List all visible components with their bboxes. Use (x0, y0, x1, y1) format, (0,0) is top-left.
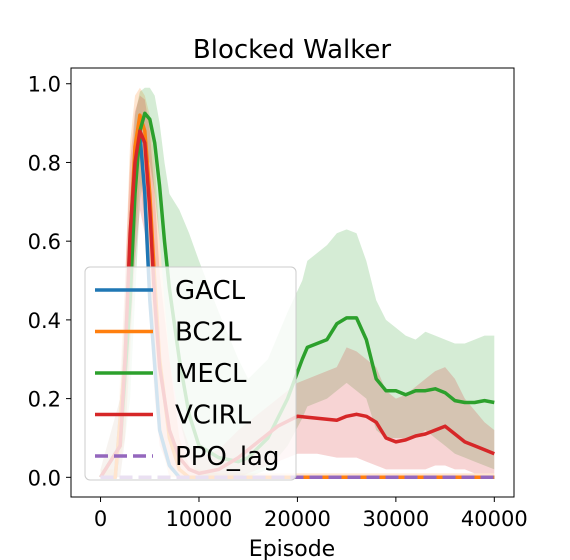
x-axis-label: Episode (249, 537, 335, 560)
chart-title: Blocked Walker (193, 35, 391, 65)
legend-box (84, 266, 297, 481)
y-tick-label: 0.0 (28, 466, 61, 490)
x-tick-label: 20000 (264, 507, 331, 531)
plot-frame (70, 67, 515, 498)
y-tick-label: 0.6 (28, 230, 61, 254)
y-tick-label: 0.8 (28, 151, 61, 175)
y-axis-ticks: 0.0 0.2 0.4 0.6 0.8 1.0 (28, 73, 71, 490)
legend: GACL BC2L MECL VCIRL PPO_lag (84, 266, 297, 481)
legend-label-gacl: GACL (175, 276, 246, 306)
y-tick-label: 1.0 (28, 73, 61, 97)
legend-label-ppo-lag: PPO_lag (175, 442, 279, 472)
series-line-mecl (99, 111, 495, 479)
legend-label-mecl: MECL (175, 359, 247, 389)
x-tick-label: 0 (94, 507, 107, 531)
y-tick-label: 0.2 (28, 388, 61, 412)
legend-label-bc2l: BC2L (175, 318, 242, 348)
y-tick-label: 0.4 (28, 309, 61, 333)
x-tick-label: 30000 (362, 507, 429, 531)
x-tick-label: 40000 (461, 507, 528, 531)
legend-label-vcirl: VCIRL (175, 401, 252, 431)
x-tick-label: 10000 (166, 507, 233, 531)
x-axis-ticks: 0 10000 20000 30000 40000 (94, 497, 528, 531)
series-line-vcirl (99, 129, 495, 479)
